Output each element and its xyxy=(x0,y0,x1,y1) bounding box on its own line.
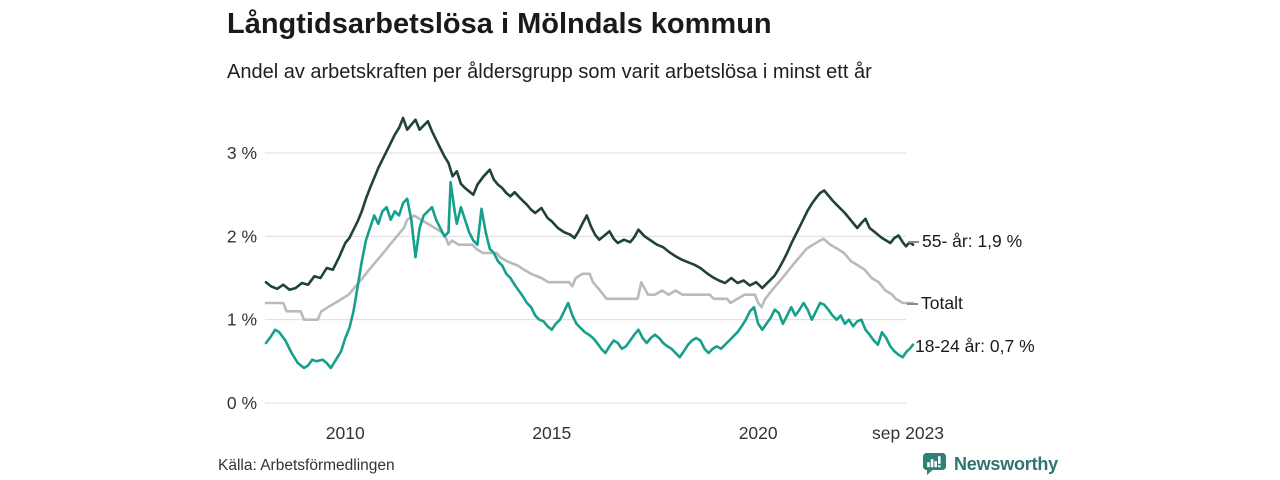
brand-name: Newsworthy xyxy=(953,453,1058,474)
x-tick-label-2015: 2015 xyxy=(532,423,571,443)
source-note: Källa: Arbetsförmedlingen xyxy=(218,457,395,474)
series-line-Totalt xyxy=(264,214,915,322)
series-line-55-år xyxy=(264,116,915,292)
series-label-18-24: 18-24 år: 0,7 % xyxy=(915,336,1035,356)
series-label-totalt: Totalt xyxy=(921,293,963,313)
leader-dash-55 xyxy=(908,241,919,243)
series-label-55: 55- år: 1,9 % xyxy=(922,231,1023,251)
leader-dash-totalt xyxy=(907,303,918,305)
x-tick-label-sep 2023: sep 2023 xyxy=(872,423,944,443)
y-tick-label-2: 2 % xyxy=(227,226,257,246)
series-line-18-24år xyxy=(264,180,915,370)
chart-subtitle: Andel av arbetskraften per åldersgrupp s… xyxy=(227,61,872,83)
chart-title: Långtidsarbetslösa i Mölndals kommun xyxy=(227,8,772,40)
x-tick-label-2020: 2020 xyxy=(739,423,778,443)
y-tick-label-0: 0 % xyxy=(227,393,257,413)
x-tick-label-2010: 2010 xyxy=(326,423,365,443)
y-tick-label-1: 1 % xyxy=(227,310,257,330)
y-tick-label-3: 3 % xyxy=(227,143,257,163)
brand-lockup: Newsworthy xyxy=(922,452,1058,476)
newsworthy-logo-icon xyxy=(922,452,947,476)
